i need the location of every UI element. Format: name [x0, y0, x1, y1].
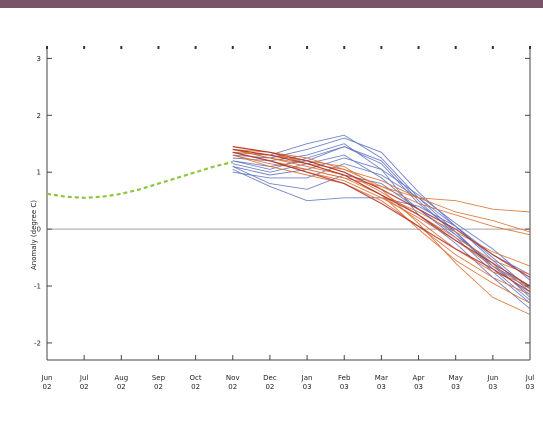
y-axis-label: Anomaly (degree C): [30, 200, 38, 270]
x-tick-month: Dec: [263, 374, 277, 382]
x-tick-year: 03: [488, 383, 497, 391]
x-tick-year: 03: [451, 383, 460, 391]
x-tick-year: 02: [228, 383, 237, 391]
top-tick-mark: [306, 46, 309, 49]
y-tick-label: 3: [37, 55, 41, 63]
x-tick-month: Mar: [375, 374, 388, 382]
x-tick-month: Apr: [412, 374, 424, 382]
x-tick-year: 03: [340, 383, 349, 391]
x-axis-ticks: Jun02Jul02Aug02Sep02Oct02Nov02Dec02Jan03…: [41, 355, 535, 391]
plot-frame: [46, 47, 531, 361]
y-tick-label: 2: [37, 112, 41, 120]
y-tick-label: -1: [34, 283, 41, 291]
ensemble-line-red: [232, 146, 531, 279]
ensemble-line-blue: [232, 163, 531, 290]
ensemble-line-orange: [232, 151, 531, 290]
x-tick-month: Oct: [190, 374, 202, 382]
top-tick-mark: [194, 46, 197, 49]
ensemble-line-red: [232, 151, 531, 293]
top-tick-mark: [83, 46, 86, 49]
ensemble-line-blue: [232, 157, 531, 281]
x-tick-year: 02: [191, 383, 200, 391]
x-tick-month: Jul: [79, 374, 89, 382]
ensemble-lines: [232, 134, 531, 315]
top-tick-mark: [454, 46, 457, 49]
ensemble-line-orange: [232, 148, 531, 233]
y-tick-label: 0: [37, 226, 41, 234]
x-tick-year: 03: [377, 383, 386, 391]
x-tick-year: 02: [43, 383, 52, 391]
x-tick-year: 03: [414, 383, 423, 391]
top-tick-mark: [268, 46, 271, 49]
top-tick-mark: [46, 46, 48, 49]
header-bar: [0, 0, 543, 8]
ensemble-line-orange: [232, 154, 531, 296]
y-axis-ticks: 3 2 1 0 -1 -2: [34, 55, 530, 347]
x-tick-month: Jan: [301, 374, 313, 382]
x-tick-month: Jun: [486, 374, 498, 382]
x-tick-month: Sep: [152, 374, 166, 382]
ensemble-line-blue: [232, 134, 531, 295]
x-tick-month: May: [448, 374, 462, 382]
top-ticks: [46, 46, 531, 49]
top-tick-mark: [491, 46, 494, 49]
top-tick-mark: [417, 46, 420, 49]
ensemble-line-orange: [232, 151, 531, 276]
x-tick-year: 03: [303, 383, 312, 391]
top-tick-mark: [157, 46, 160, 49]
x-tick-month: Jul: [525, 374, 535, 382]
ensemble-line-orange: [232, 154, 531, 213]
top-tick-mark: [120, 46, 123, 49]
top-tick-mark: [529, 46, 531, 49]
top-tick-mark: [380, 46, 383, 49]
x-tick-month: Nov: [226, 374, 240, 382]
ensemble-line-red: [232, 148, 531, 287]
x-tick-year: 02: [154, 383, 163, 391]
x-tick-month: Jun: [41, 374, 53, 382]
top-tick-mark: [231, 46, 234, 49]
observed-dashed-line: [46, 160, 234, 199]
x-tick-year: 02: [265, 383, 274, 391]
top-tick-mark: [343, 46, 346, 49]
x-tick-year: 02: [80, 383, 89, 391]
x-tick-year: 02: [117, 383, 126, 391]
y-tick-label: 1: [37, 169, 41, 177]
y-tick-label: -2: [34, 339, 41, 347]
observed-line: [46, 160, 234, 199]
ensemble-line-blue: [232, 166, 531, 287]
x-tick-year: 03: [526, 383, 535, 391]
x-tick-month: Aug: [114, 374, 128, 382]
x-tick-month: Feb: [338, 374, 351, 382]
